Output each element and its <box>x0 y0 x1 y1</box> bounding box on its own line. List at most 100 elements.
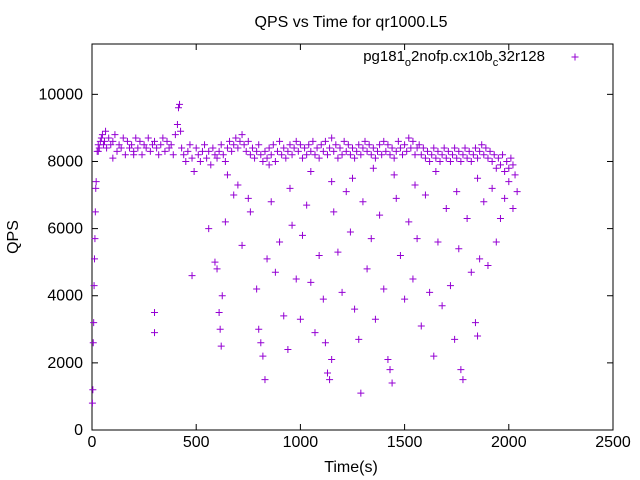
data-point <box>513 188 521 196</box>
data-point <box>355 335 363 343</box>
data-point <box>326 144 334 152</box>
data-point <box>119 134 127 142</box>
data-point <box>503 157 511 165</box>
data-point <box>216 325 224 333</box>
y-tick-label: 0 <box>74 422 83 439</box>
data-point <box>205 225 213 233</box>
data-point <box>111 131 119 139</box>
data-point <box>388 144 396 152</box>
data-point <box>388 379 396 387</box>
data-point <box>296 141 304 149</box>
data-point <box>367 235 375 243</box>
data-point <box>353 147 361 155</box>
data-point <box>451 144 459 152</box>
data-point <box>367 151 375 159</box>
data-point <box>286 141 294 149</box>
data-point <box>261 376 269 384</box>
data-point <box>505 164 513 172</box>
data-point <box>244 137 252 145</box>
data-point <box>311 151 319 159</box>
data-point <box>317 141 325 149</box>
data-point <box>97 134 105 142</box>
data-point <box>467 268 475 276</box>
data-point <box>284 345 292 353</box>
data-point <box>319 295 327 303</box>
data-point <box>259 157 267 165</box>
y-tick-label: 2000 <box>47 355 83 372</box>
data-point <box>265 144 273 152</box>
data-point <box>305 141 313 149</box>
data-point <box>219 151 227 159</box>
data-point <box>98 131 106 139</box>
data-point <box>188 154 196 162</box>
data-point <box>438 302 446 310</box>
data-point <box>494 154 502 162</box>
data-point <box>346 151 354 159</box>
data-point <box>392 147 400 155</box>
data-point <box>92 178 100 186</box>
data-point <box>453 154 461 162</box>
data-point <box>282 154 290 162</box>
data-point <box>307 168 315 176</box>
data-point <box>173 121 181 129</box>
data-point <box>121 151 129 159</box>
data-point <box>209 144 217 152</box>
data-point <box>484 154 492 162</box>
data-point <box>123 137 131 145</box>
data-point <box>474 332 482 340</box>
data-point <box>501 194 509 202</box>
y-tick-label: 4000 <box>47 288 83 305</box>
legend: pg181o2nofp.cx10bc32r128 <box>363 48 579 69</box>
data-point <box>334 248 342 256</box>
data-point <box>267 151 275 159</box>
data-point <box>103 144 111 152</box>
data-point <box>253 147 261 155</box>
data-point <box>344 141 352 149</box>
y-tick-label: 8000 <box>47 153 83 170</box>
data-point <box>151 309 159 317</box>
data-point <box>401 141 409 149</box>
data-point <box>359 144 367 152</box>
data-point <box>128 141 136 149</box>
data-point <box>174 104 182 112</box>
data-point <box>94 147 102 155</box>
data-point <box>428 151 436 159</box>
data-point <box>469 151 477 159</box>
data-point <box>132 134 140 142</box>
data-point <box>396 144 404 152</box>
data-point <box>459 376 467 384</box>
data-point <box>336 144 344 152</box>
data-point <box>215 309 223 317</box>
data-point <box>349 174 356 182</box>
data-point <box>409 137 417 145</box>
data-point <box>246 151 254 159</box>
data-point <box>453 188 461 196</box>
data-point <box>434 147 442 155</box>
data-point <box>396 251 404 259</box>
data-point <box>363 147 371 155</box>
data-point <box>511 171 519 179</box>
data-point <box>463 215 471 223</box>
data-point <box>463 154 471 162</box>
data-point <box>288 221 296 229</box>
data-point <box>194 151 202 159</box>
data-point <box>374 147 382 155</box>
data-point <box>238 131 246 139</box>
data-point <box>234 181 242 189</box>
data-point <box>342 188 350 196</box>
data-point <box>182 157 190 165</box>
data-point <box>89 386 97 394</box>
data-point <box>153 144 161 152</box>
data-point <box>403 147 411 155</box>
data-point <box>292 137 300 145</box>
data-point <box>321 137 329 145</box>
data-point <box>476 147 484 155</box>
data-point <box>480 198 488 206</box>
data-point <box>432 154 440 162</box>
data-point <box>357 389 365 397</box>
data-point <box>390 154 398 162</box>
data-point <box>328 356 336 364</box>
data-point <box>509 204 517 212</box>
data-point <box>363 265 371 273</box>
